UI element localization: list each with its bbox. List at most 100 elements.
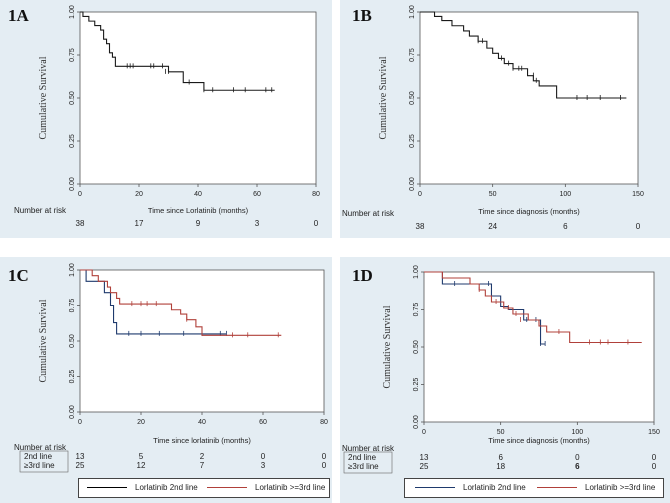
risk-count: 0 bbox=[314, 219, 319, 228]
panel-label-1b: 1B bbox=[352, 6, 372, 25]
risk-count: 0 bbox=[652, 453, 657, 462]
x-axis-label: Time since Lorlatinib (months) bbox=[148, 206, 249, 215]
x-tick-label: 0 bbox=[418, 191, 422, 198]
risk-count: 25 bbox=[420, 462, 429, 471]
y-tick-label: 0.25 bbox=[413, 378, 420, 392]
legend-item-2nd-line: Lorlatinib 2nd line bbox=[87, 483, 198, 492]
risk-count: 7 bbox=[200, 461, 205, 470]
number-at-risk-title: Number at risk bbox=[342, 209, 395, 218]
y-axis-label: Cumulative Survival bbox=[38, 299, 49, 382]
x-tick-label: 80 bbox=[320, 419, 328, 426]
km-chart-1a: 0.00 0.25 0.50 0.75 1.00 0 20 40 60 80 Time since … bbox=[14, 5, 320, 228]
y-tick-label: 0.25 bbox=[69, 134, 76, 148]
risk-count: 5 bbox=[139, 452, 144, 461]
risk-count: 6 bbox=[563, 222, 568, 231]
risk-count: 3 bbox=[261, 461, 266, 470]
x-tick-label: 40 bbox=[194, 191, 202, 198]
risk-row-label: ≥3rd line bbox=[348, 462, 379, 471]
survival-curve bbox=[424, 271, 546, 345]
y-tick-label: 0.75 bbox=[69, 299, 76, 313]
x-tick-label: 60 bbox=[253, 191, 261, 198]
x-tick-label: 100 bbox=[571, 429, 583, 436]
risk-row-label: ≥3rd line bbox=[24, 461, 55, 470]
risk-count: 0 bbox=[261, 452, 266, 461]
y-tick-label: 1.00 bbox=[409, 5, 416, 19]
panel-label-1c: 1C bbox=[8, 266, 29, 285]
risk-count: 24 bbox=[488, 222, 497, 231]
y-tick-label: 0.00 bbox=[409, 177, 416, 191]
x-tick-label: 150 bbox=[632, 191, 644, 198]
risk-count: 13 bbox=[420, 453, 429, 462]
x-tick-label: 80 bbox=[312, 191, 320, 198]
x-tick-label: 50 bbox=[489, 191, 497, 198]
plot-area bbox=[79, 11, 317, 185]
x-tick-label: 0 bbox=[78, 419, 82, 426]
x-tick-label: 0 bbox=[422, 429, 426, 436]
risk-count: 17 bbox=[135, 219, 144, 228]
risk-count: 38 bbox=[416, 222, 425, 231]
plot-area bbox=[79, 269, 325, 413]
legend-item-2nd-line: Lorlatinib 2nd line bbox=[415, 483, 526, 492]
legend-swatch-red bbox=[207, 487, 247, 488]
legend-1d: Lorlatinib 2nd line Lorlatinib >=3rd lin… bbox=[404, 478, 664, 498]
risk-count: 0 bbox=[322, 461, 327, 470]
y-tick-label: 1.00 bbox=[69, 5, 76, 19]
panel-label-1a: 1A bbox=[8, 6, 29, 25]
km-chart-1b: 0.00 0.25 0.50 0.75 1.00 0 50 100 150 Time since … bbox=[342, 5, 644, 231]
legend-item-3rd-line: Lorlatinib >=3rd line bbox=[207, 483, 325, 492]
legend-item-3rd-line: Lorlatinib >=3rd line bbox=[537, 483, 655, 492]
y-tick-label: 0.50 bbox=[69, 91, 76, 105]
risk-count: 25 bbox=[76, 461, 85, 470]
legend-label-3rd-line: Lorlatinib >=3rd line bbox=[255, 483, 326, 492]
y-tick-label: 0.00 bbox=[69, 405, 76, 419]
y-tick-label: 0.00 bbox=[413, 415, 420, 429]
legend-label-2nd-line: Lorlatinib 2nd line bbox=[135, 483, 198, 492]
risk-label-box bbox=[343, 451, 393, 474]
risk-count: 38 bbox=[76, 219, 85, 228]
legend-swatch-red bbox=[537, 487, 577, 488]
x-tick-label: 40 bbox=[198, 419, 206, 426]
survival-curve bbox=[420, 11, 627, 99]
y-tick-label: 0.50 bbox=[413, 340, 420, 354]
x-axis-label: Time since lorlatinib (months) bbox=[153, 436, 251, 445]
risk-count: 6 bbox=[498, 453, 503, 462]
number-at-risk-title: Number at risk bbox=[14, 443, 67, 452]
x-tick-label: 0 bbox=[78, 191, 82, 198]
y-tick-label: 0.75 bbox=[69, 48, 76, 62]
y-tick-label: 0.50 bbox=[69, 334, 76, 348]
x-tick-label: 20 bbox=[137, 419, 145, 426]
x-tick-label: 50 bbox=[497, 429, 505, 436]
risk-count: 9 bbox=[196, 219, 201, 228]
y-tick-label: 1.00 bbox=[69, 263, 76, 277]
plot-area bbox=[423, 271, 655, 423]
survival-curve bbox=[424, 271, 642, 344]
km-chart-1d: 0.00 0.25 0.50 0.75 1.00 0 50 100 150 Time since … bbox=[342, 265, 660, 474]
risk-count: 13 bbox=[76, 452, 85, 461]
y-tick-label: 0.25 bbox=[69, 370, 76, 384]
risk-count: 3 bbox=[255, 219, 260, 228]
y-tick-label: 0.50 bbox=[409, 91, 416, 105]
risk-row-label: 2nd line bbox=[348, 453, 377, 462]
risk-count: 12 bbox=[137, 461, 146, 470]
survival-curve bbox=[80, 11, 275, 91]
risk-label-box bbox=[19, 450, 69, 473]
y-tick-label: 0.75 bbox=[413, 303, 420, 317]
y-tick-label: 1.00 bbox=[413, 265, 420, 279]
risk-count: 0 bbox=[322, 452, 327, 461]
x-tick-label: 20 bbox=[135, 191, 143, 198]
legend-label-3rd-line: Lorlatinib >=3rd line bbox=[585, 483, 656, 492]
risk-count: 18 bbox=[496, 462, 505, 471]
risk-count: 6 bbox=[575, 462, 580, 471]
y-axis-label: Cumulative Survival bbox=[38, 56, 49, 139]
y-tick-label: 0.75 bbox=[409, 48, 416, 62]
legend-swatch-navy bbox=[415, 487, 455, 488]
x-axis-label: Time since diagnosis (months) bbox=[488, 436, 590, 445]
x-tick-label: 100 bbox=[559, 191, 571, 198]
risk-count: 0 bbox=[636, 222, 641, 231]
x-tick-label: 150 bbox=[648, 429, 660, 436]
y-axis-label: Cumulative Survival bbox=[382, 305, 393, 388]
x-axis-label: Time since diagnosis (months) bbox=[478, 207, 580, 216]
legend-label-2nd-line: Lorlatinib 2nd line bbox=[463, 483, 526, 492]
panel-label-1d: 1D bbox=[352, 266, 373, 285]
